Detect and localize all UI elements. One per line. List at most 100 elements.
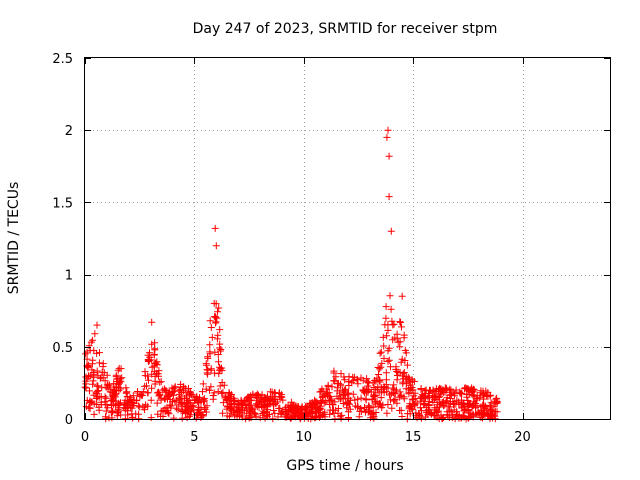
data-point — [215, 358, 222, 366]
data-point — [316, 404, 324, 412]
data-point — [102, 407, 110, 415]
data-point — [236, 408, 244, 416]
data-point — [203, 369, 211, 377]
data-point — [148, 363, 156, 371]
data-point — [174, 401, 182, 409]
data-point — [325, 389, 333, 397]
data-point — [215, 304, 223, 312]
data-point — [354, 376, 361, 384]
data-point — [208, 333, 216, 341]
data-point — [376, 365, 384, 373]
data-point — [159, 413, 167, 420]
data-point — [392, 363, 400, 371]
data-point — [121, 396, 129, 404]
data-point — [331, 415, 339, 423]
data-point — [398, 413, 406, 420]
data-point — [321, 391, 329, 399]
data-point — [132, 410, 140, 418]
data-point — [188, 403, 196, 411]
data-point — [210, 299, 218, 307]
data-point — [154, 370, 162, 378]
data-point — [156, 378, 164, 386]
data-point — [126, 397, 134, 405]
data-point — [383, 409, 391, 417]
data-point — [118, 374, 126, 382]
data-point — [214, 331, 222, 339]
data-point — [211, 369, 219, 377]
data-point — [372, 377, 380, 385]
data-point — [338, 411, 346, 419]
data-point — [331, 377, 339, 385]
data-point — [147, 396, 155, 404]
data-point — [94, 372, 102, 380]
data-point — [354, 395, 362, 403]
data-point — [330, 369, 338, 377]
data-point — [396, 407, 404, 414]
data-point — [217, 346, 225, 353]
data-point — [212, 318, 220, 326]
data-point — [424, 411, 432, 419]
data-point — [191, 397, 199, 405]
data-point — [259, 398, 267, 406]
data-point — [480, 401, 488, 409]
data-point — [363, 375, 371, 383]
data-point — [219, 399, 227, 407]
data-point — [82, 384, 90, 392]
data-point — [177, 392, 185, 400]
data-point — [307, 412, 315, 420]
data-point — [387, 390, 395, 398]
data-point — [384, 384, 392, 392]
data-point — [199, 412, 207, 420]
data-point — [490, 403, 498, 411]
data-point — [141, 406, 149, 414]
data-point — [95, 359, 103, 367]
data-point — [269, 415, 277, 423]
data-point — [277, 409, 285, 417]
data-point — [152, 359, 160, 367]
data-point — [105, 414, 113, 422]
y-tick-labels: 0 0.5 1 1.5 2 2.5 — [52, 52, 73, 428]
data-point — [315, 406, 323, 414]
data-point — [363, 378, 371, 386]
data-point — [153, 399, 161, 407]
data-point — [147, 414, 155, 422]
data-point — [308, 399, 316, 407]
data-point — [388, 317, 396, 325]
data-point — [349, 377, 357, 385]
data-point — [385, 356, 393, 364]
data-point — [93, 367, 101, 375]
data-point — [206, 341, 214, 349]
data-point — [465, 401, 473, 408]
data-point — [301, 405, 309, 413]
data-point — [402, 380, 410, 388]
data-point — [165, 389, 173, 397]
data-point — [299, 410, 307, 417]
data-point — [144, 389, 152, 397]
data-point — [319, 411, 327, 419]
data-point — [349, 390, 357, 398]
data-point — [209, 395, 217, 403]
data-point — [397, 318, 404, 326]
data-point — [93, 349, 101, 357]
data-point — [244, 394, 252, 401]
y-axis-title: SRMTID / TECUs — [6, 182, 22, 295]
data-point — [440, 398, 447, 406]
data-point — [443, 411, 451, 419]
data-point — [361, 404, 368, 411]
data-point — [438, 388, 446, 396]
data-point — [93, 390, 101, 398]
data-point — [199, 380, 207, 388]
data-point — [279, 396, 287, 404]
data-point — [144, 356, 152, 363]
data-point — [317, 387, 325, 395]
data-point — [231, 411, 239, 419]
x-tick-label: 20 — [514, 430, 531, 445]
data-point — [89, 377, 97, 385]
data-point — [144, 402, 152, 410]
data-point — [297, 406, 305, 414]
data-point — [493, 408, 501, 416]
data-point — [252, 401, 260, 409]
data-point — [170, 414, 178, 422]
data-point — [116, 375, 124, 383]
data-point — [340, 391, 347, 398]
